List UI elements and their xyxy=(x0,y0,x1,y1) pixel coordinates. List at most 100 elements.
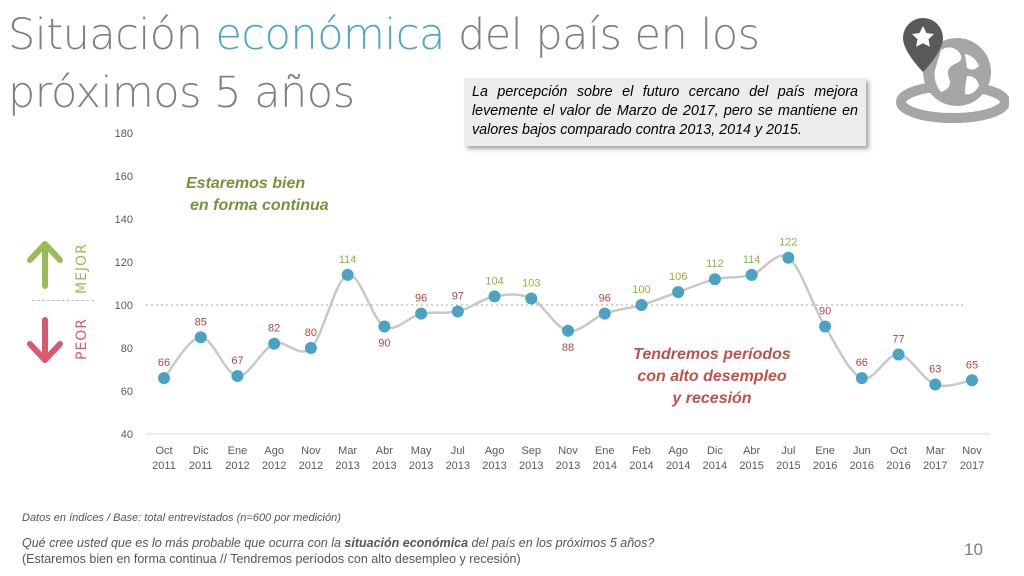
x-tick-year: 2013 xyxy=(519,460,543,472)
x-tick-year: 2017 xyxy=(923,460,947,472)
y-tick-label: 40 xyxy=(121,429,133,441)
x-tick-year: 2017 xyxy=(960,460,984,472)
x-tick-year: 2013 xyxy=(482,460,506,472)
arrow-down-icon xyxy=(27,317,63,363)
data-label: 67 xyxy=(231,355,243,367)
y-tick-label: 100 xyxy=(115,300,133,312)
x-tick-month: Jul xyxy=(451,445,465,457)
x-axis-ticks: Oct 2011 Dic 2011 Ene 2012 Ago 2012 Nov 2012 Mar 20… xyxy=(152,445,984,472)
x-tick-month: Sep xyxy=(521,445,541,457)
x-tick-month: Nov xyxy=(962,445,982,457)
label-peor: PEOR xyxy=(74,318,90,360)
x-tick-year: 2012 xyxy=(262,460,286,472)
page-number: 10 xyxy=(964,540,983,559)
x-tick-month: Jun xyxy=(853,445,871,457)
data-label: 114 xyxy=(339,254,357,266)
data-label: 88 xyxy=(562,342,574,354)
data-point xyxy=(672,286,685,299)
title-line-1: Situación económica del país en los xyxy=(8,10,760,60)
data-point xyxy=(708,273,721,286)
x-tick-year: 2016 xyxy=(813,460,837,472)
footer-question: Qué cree usted que es lo más probable qu… xyxy=(22,535,654,567)
y-tick-label: 80 xyxy=(121,343,133,355)
data-point xyxy=(158,372,170,385)
data-label: 82 xyxy=(268,323,280,335)
data-label: 106 xyxy=(669,271,687,283)
indicator-arrows xyxy=(27,241,63,363)
data-label: 65 xyxy=(966,359,978,371)
data-point xyxy=(525,292,538,305)
indicator-divider xyxy=(32,300,94,301)
data-labels: 66 85 67 82 80 114 90 96 97 104 103 88 96 100 106 112 11… xyxy=(158,237,978,376)
y-tick-label: 120 xyxy=(115,257,133,269)
label-mejor: MEJOR xyxy=(74,243,90,294)
data-label: 90 xyxy=(378,338,390,350)
x-tick-month: Ago xyxy=(485,445,505,457)
data-point xyxy=(562,324,574,337)
x-tick-year: 2012 xyxy=(225,460,249,472)
data-label: 96 xyxy=(415,293,427,305)
data-point xyxy=(819,320,832,333)
x-tick-year: 2013 xyxy=(372,460,396,472)
y-tick-label: 60 xyxy=(121,386,133,398)
data-label: 80 xyxy=(305,327,317,339)
data-point xyxy=(194,331,207,344)
x-tick-year: 2015 xyxy=(739,460,763,472)
question-text: Qué cree usted que es lo más probable qu… xyxy=(22,536,655,550)
title-line-2: próximos 5 años xyxy=(8,68,355,118)
data-point xyxy=(929,378,942,391)
data-point xyxy=(378,320,391,333)
data-label: 104 xyxy=(485,275,503,287)
x-tick-year: 2016 xyxy=(886,460,910,472)
x-tick-year: 2011 xyxy=(152,460,176,472)
x-tick-month: Jul xyxy=(781,445,795,457)
x-tick-year: 2013 xyxy=(409,460,433,472)
globe-location-icon xyxy=(896,18,1009,123)
data-label: 90 xyxy=(819,306,831,318)
arrow-up-icon xyxy=(27,241,63,289)
data-label: 103 xyxy=(522,278,540,290)
page-title: Situación económica del país en los próx… xyxy=(8,6,760,122)
x-tick-month: Abr xyxy=(376,445,393,457)
x-tick-year: 2016 xyxy=(850,460,874,472)
x-tick-month: Ago xyxy=(668,445,688,457)
x-tick-month: Ene xyxy=(815,445,835,457)
series-line xyxy=(163,254,973,388)
data-point xyxy=(598,307,611,320)
x-tick-year: 2013 xyxy=(335,460,359,472)
x-tick-month: Mar xyxy=(926,445,945,457)
data-point xyxy=(966,374,978,387)
x-tick-month: Nov xyxy=(301,445,321,457)
footer-note: Datos en índices / Base: total entrevist… xyxy=(22,512,341,524)
y-tick-label: 180 xyxy=(115,128,133,140)
x-tick-year: 2014 xyxy=(666,460,690,472)
data-point xyxy=(341,268,354,281)
data-label: 96 xyxy=(599,293,611,305)
title-accent: económica xyxy=(215,10,446,60)
data-point xyxy=(451,305,464,318)
x-tick-month: Ene xyxy=(228,445,248,457)
x-tick-month: Nov xyxy=(558,445,578,457)
x-tick-month: Abr xyxy=(743,445,760,457)
annotation-worse: Tendremos períodos con alto desempleo y … xyxy=(633,346,791,407)
data-label: 66 xyxy=(158,357,170,369)
data-label: 66 xyxy=(856,357,868,369)
x-tick-month: Mar xyxy=(338,445,357,457)
x-tick-year: 2013 xyxy=(556,460,580,472)
annotation-better: Estaremos bien en forma continua xyxy=(186,175,329,214)
x-tick-month: Ene xyxy=(595,445,615,457)
y-axis-ticks: 40 60 80 100 120 140 160 180 xyxy=(115,128,133,441)
data-point xyxy=(304,342,317,354)
question-options: (Estaremos bien en forma continua // Ten… xyxy=(22,552,521,566)
x-tick-month: Dic xyxy=(707,445,723,457)
x-tick-month: Dic xyxy=(193,445,209,457)
data-label: 77 xyxy=(892,333,904,345)
data-label: 97 xyxy=(452,290,464,302)
data-point xyxy=(782,251,795,264)
line-chart: 40 60 80 100 120 140 160 180 66 85 67 82 80 114 90 96 9… xyxy=(115,128,990,472)
x-tick-month: Feb xyxy=(632,445,651,457)
y-tick-label: 160 xyxy=(115,171,133,183)
x-tick-month: Oct xyxy=(890,445,907,457)
data-label: 100 xyxy=(632,284,650,296)
data-points xyxy=(158,251,978,391)
